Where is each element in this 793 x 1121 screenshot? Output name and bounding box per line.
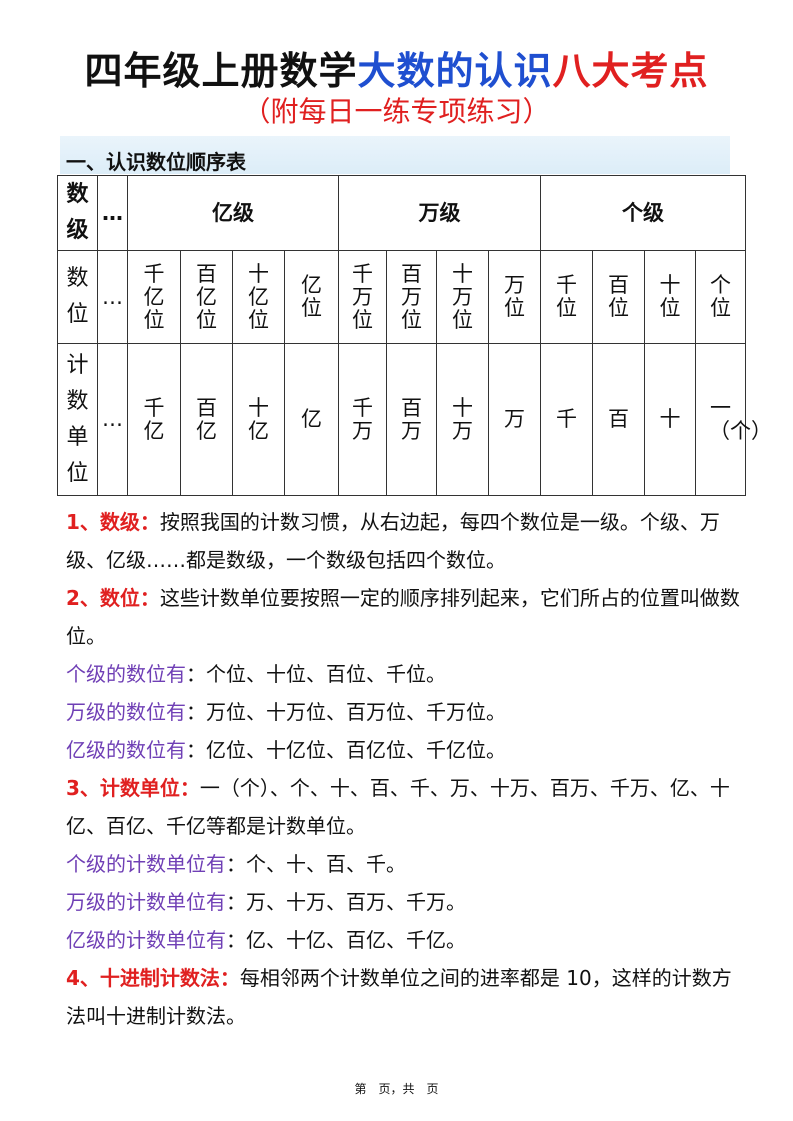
place-label: 十亿位 [248, 261, 269, 332]
unit-cell: 百亿 [180, 343, 233, 496]
place-cell: 十亿位 [232, 250, 285, 344]
page-title: 四年级上册数学大数的认识八大考点 [0, 40, 793, 95]
note-sublabel: 万级的计数单位有 [66, 890, 226, 914]
place-cell: 千万位 [338, 250, 387, 344]
place-label: 十万位 [452, 261, 473, 332]
ellipsis: … [97, 175, 128, 251]
place-label: 十位 [659, 273, 681, 320]
note-paragraph: 4、十进制计数法：每相邻两个计数单位之间的进率都是 10，这样的计数方法叫十进制… [66, 959, 746, 1035]
note-paragraph: 万级的数位有：万位、十万位、百万位、千万位。 [66, 693, 746, 731]
unit-label: 十亿 [248, 395, 269, 443]
place-cell: 百位 [592, 250, 645, 344]
unit-cell: 十万 [436, 343, 489, 496]
place-cell: 十位 [644, 250, 696, 344]
unit-cell: 十 [644, 343, 696, 496]
note-text: ：个、十、百、千。 [226, 852, 406, 876]
unit-label: 千亿 [143, 395, 165, 443]
note-text: ：亿、十亿、百亿、千亿。 [226, 928, 466, 952]
note-paragraph: 个级的计数单位有：个、十、百、千。 [66, 845, 746, 883]
row-head: 数级 [66, 182, 89, 243]
note-sublabel: 个级的计数单位有 [66, 852, 226, 876]
place-label: 千位 [556, 273, 577, 320]
note-paragraph: 亿级的计数单位有：亿、十亿、百亿、千亿。 [66, 921, 746, 959]
note-sublabel: 万级的数位有 [66, 700, 186, 724]
title-part: 四年级上册数学 [84, 48, 358, 93]
unit-cell: 百万 [386, 343, 437, 496]
note-paragraph: 2、数位：这些计数单位要按照一定的顺序排列起来，它们所占的位置叫做数位。 [66, 579, 746, 655]
title-part: 八大考点 [552, 48, 709, 93]
note-sublabel: 个级的数位有 [66, 662, 186, 686]
place-cell: 百万位 [386, 250, 437, 344]
note-paragraph: 1、数级：按照我国的计数习惯，从右边起，每四个数位是一级。个级、万级、亿级……都… [66, 503, 746, 579]
row-head: 计数单位 [66, 352, 89, 486]
place-cell: 万位 [488, 250, 541, 344]
note-text: 每相邻两个计数单位之间的进率都是 10，这样的计数方法叫十进制计数法。 [66, 966, 732, 1028]
note-text: 按照我国的计数习惯，从右边起，每四个数位是一级。个级、万级、亿级……都是数级，一… [66, 510, 720, 572]
unit-label: 一（个） [708, 395, 772, 443]
place-label: 百位 [608, 273, 629, 320]
unit-cell: 百 [592, 343, 645, 496]
unit-label: 千万 [352, 395, 373, 443]
place-label: 千亿位 [143, 261, 165, 332]
group-cell: 亿级 [127, 175, 339, 251]
note-sublabel: 亿级的数位有 [66, 738, 186, 762]
note-sublabel: 亿级的计数单位有 [66, 928, 226, 952]
place-label: 百万位 [401, 261, 422, 332]
note-text: ：个位、十位、百位、千位。 [186, 662, 446, 686]
unit-label: 百亿 [196, 395, 217, 443]
group-cell: 个级 [540, 175, 746, 251]
row-head: 数位 [66, 266, 89, 327]
place-cell: 亿位 [284, 250, 339, 344]
page-footer: 第 页，共 页 [354, 1082, 439, 1096]
ellipsis: … [97, 250, 128, 344]
unit-label: 十万 [452, 395, 473, 443]
place-label: 个位 [710, 273, 731, 320]
unit-label: 亿 [301, 407, 322, 431]
unit-cell: 亿 [284, 343, 339, 496]
unit-label: 十 [659, 407, 681, 431]
note-text: 这些计数单位要按照一定的顺序排列起来，它们所占的位置叫做数位。 [66, 586, 740, 648]
note-paragraph: 万级的计数单位有：万、十万、百万、千万。 [66, 883, 746, 921]
place-value-table: 数级 … 亿级 万级 个级 数位 … 千亿位 百亿位 十亿位 亿位 千万位 百万位 十万位万… [57, 175, 772, 496]
note-text: ：万、十万、百万、千万。 [226, 890, 466, 914]
note-text: ：万位、十万位、百万位、千万位。 [186, 700, 506, 724]
place-label: 百亿位 [196, 261, 217, 332]
note-paragraph: 个级的数位有：个位、十位、百位、千位。 [66, 655, 746, 693]
ellipsis: … [97, 343, 128, 496]
section-heading: 一、认识数位顺序表 [60, 136, 730, 174]
place-cell: 个位 [695, 250, 746, 344]
unit-cell: 十亿 [232, 343, 285, 496]
unit-cell: 千万 [338, 343, 387, 496]
place-label: 万位 [504, 273, 525, 320]
unit-label: 千 [556, 407, 577, 431]
unit-cell: 千 [540, 343, 593, 496]
title-part: 大数的认识 [357, 48, 553, 93]
place-cell: 千位 [540, 250, 593, 344]
subtitle: （附每日一练专项练习） [242, 95, 551, 128]
unit-cell: 万 [488, 343, 541, 496]
place-cell: 千亿位 [127, 250, 181, 344]
note-label: 3、计数单位： [66, 776, 200, 800]
place-cell: 十万位 [436, 250, 489, 344]
place-label: 千万位 [352, 261, 373, 332]
unit-cell: 千亿 [127, 343, 181, 496]
note-label: 4、十进制计数法： [66, 966, 240, 990]
unit-label: 百 [608, 407, 629, 431]
note-text: ：亿位、十亿位、百亿位、千亿位。 [186, 738, 506, 762]
unit-cell: 一（个） [695, 343, 772, 496]
place-label: 亿位 [301, 273, 322, 320]
note-text: 一（个）、个、十、百、千、万、十万、百万、千万、亿、十亿、百亿、千亿等都是计数单… [66, 776, 730, 838]
unit-label: 万 [504, 407, 525, 431]
unit-label: 百万 [401, 395, 422, 443]
note-paragraph: 亿级的数位有：亿位、十亿位、百亿位、千亿位。 [66, 731, 746, 769]
note-label: 2、数位： [66, 586, 160, 610]
group-cell: 万级 [338, 175, 541, 251]
note-paragraph: 3、计数单位：一（个）、个、十、百、千、万、十万、百万、千万、亿、十亿、百亿、千… [66, 769, 746, 845]
note-label: 1、数级： [66, 510, 160, 534]
place-cell: 百亿位 [180, 250, 233, 344]
notes: 1、数级：按照我国的计数习惯，从右边起，每四个数位是一级。个级、万级、亿级……都… [66, 503, 746, 1035]
